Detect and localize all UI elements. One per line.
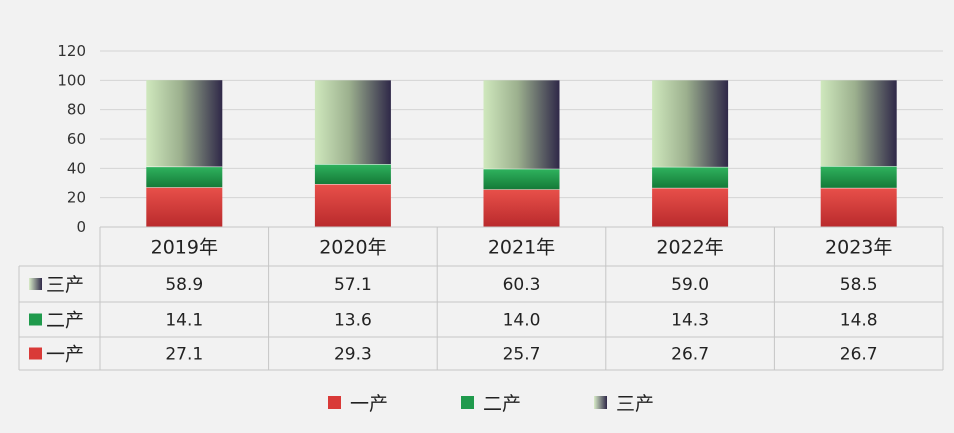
bar-segment — [820, 187, 897, 227]
table-row-label: 二产 — [46, 310, 84, 332]
series-swatch — [29, 347, 42, 360]
x-category-label: 2020年 — [319, 237, 386, 259]
bar-segment — [820, 166, 897, 188]
legend-label: 二产 — [483, 393, 521, 415]
legend-swatch — [328, 396, 341, 409]
table-value: 27.1 — [165, 345, 203, 365]
bar-segment — [652, 166, 729, 188]
legend-swatch — [461, 396, 474, 409]
x-category-label: 2019年 — [151, 237, 218, 259]
table-value: 26.7 — [840, 345, 878, 365]
table-row-label: 一产 — [46, 344, 84, 366]
table-value: 25.7 — [503, 345, 541, 365]
table-value: 57.1 — [334, 275, 372, 295]
table-value: 14.0 — [503, 311, 541, 331]
y-tick-label: 60 — [67, 130, 86, 148]
legend-swatch — [594, 396, 607, 409]
table-value: 14.1 — [165, 311, 203, 331]
table-value: 14.8 — [840, 311, 878, 331]
table-value: 59.0 — [671, 275, 709, 295]
bar-segment — [483, 80, 560, 169]
bar-segment — [652, 80, 729, 167]
y-tick-label: 0 — [76, 218, 86, 236]
y-tick-label: 20 — [67, 189, 86, 207]
y-tick-label: 120 — [57, 42, 86, 60]
y-tick-label: 80 — [67, 101, 86, 119]
bar-segment — [146, 166, 223, 188]
bar-segment — [483, 168, 560, 190]
table-value: 60.3 — [503, 275, 541, 295]
bar-segment — [314, 164, 391, 185]
series-swatch — [29, 278, 42, 290]
table-value: 13.6 — [334, 311, 372, 331]
table-value: 14.3 — [671, 311, 709, 331]
legend-label: 三产 — [616, 393, 654, 415]
table-value: 26.7 — [671, 345, 709, 365]
legend-label: 一产 — [350, 393, 388, 415]
table-value: 29.3 — [334, 345, 372, 365]
bar-segment — [146, 187, 223, 227]
bar-segment — [483, 189, 560, 227]
bar-segment — [314, 184, 391, 227]
series-swatch — [29, 313, 42, 326]
x-category-label: 2021年 — [488, 237, 555, 259]
bar-segment — [314, 80, 391, 165]
bar-segment — [652, 187, 729, 227]
y-tick-label: 40 — [67, 159, 86, 177]
x-category-label: 2022年 — [656, 237, 723, 259]
bar-segment — [820, 80, 897, 167]
table-value: 58.5 — [840, 275, 878, 295]
table-row-label: 三产 — [46, 274, 84, 296]
x-category-label: 2023年 — [825, 237, 892, 259]
bar-segment — [146, 80, 223, 167]
table-value: 58.9 — [165, 275, 203, 295]
y-tick-label: 100 — [57, 71, 86, 89]
